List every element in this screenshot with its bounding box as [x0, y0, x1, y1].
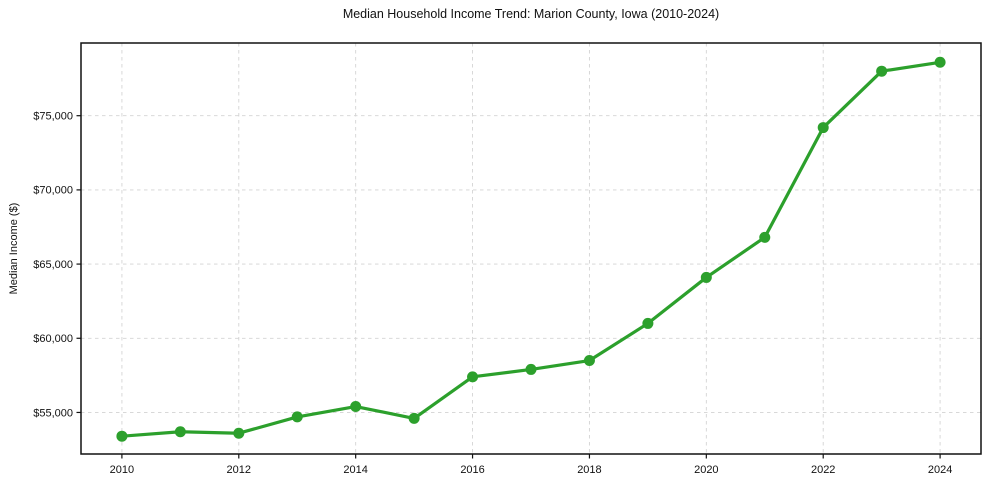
- y-axis-label: Median Income ($): [8, 203, 20, 295]
- data-point-2020: [700, 271, 712, 283]
- y-tick-label: $60,000: [33, 333, 73, 345]
- x-tick-label: 2016: [460, 464, 484, 476]
- plot-border: [80, 42, 982, 455]
- x-tick-label: 2014: [343, 464, 367, 476]
- data-point-2019: [642, 317, 654, 329]
- data-point-2011: [174, 426, 186, 438]
- data-point-2012: [233, 427, 245, 439]
- income-trend-line: [120, 60, 942, 438]
- data-point-2015: [408, 412, 420, 424]
- data-point-2016: [467, 371, 479, 383]
- x-tick-label: 2022: [811, 464, 835, 476]
- x-tick-label: 2010: [110, 464, 134, 476]
- data-point-2013: [291, 411, 303, 423]
- y-tick-label: $55,000: [33, 407, 73, 419]
- y-tick-label: $65,000: [33, 259, 73, 271]
- data-point-2023: [876, 65, 888, 77]
- y-tick-label: $75,000: [33, 111, 73, 123]
- data-point-2022: [817, 122, 829, 134]
- x-tick-label: 2024: [928, 464, 952, 476]
- data-point-2010: [116, 430, 128, 442]
- data-point-2018: [583, 355, 595, 367]
- data-point-2017: [525, 363, 537, 375]
- y-tick-label: $70,000: [33, 185, 73, 197]
- data-point-2021: [759, 231, 771, 243]
- data-point-2024: [934, 56, 946, 68]
- x-tick-label: 2020: [694, 464, 718, 476]
- x-tick-label: 2018: [577, 464, 601, 476]
- chart-title: Median Household Income Trend: Marion Co…: [342, 7, 720, 21]
- x-tick-label: 2012: [227, 464, 251, 476]
- data-point-2014: [350, 401, 362, 413]
